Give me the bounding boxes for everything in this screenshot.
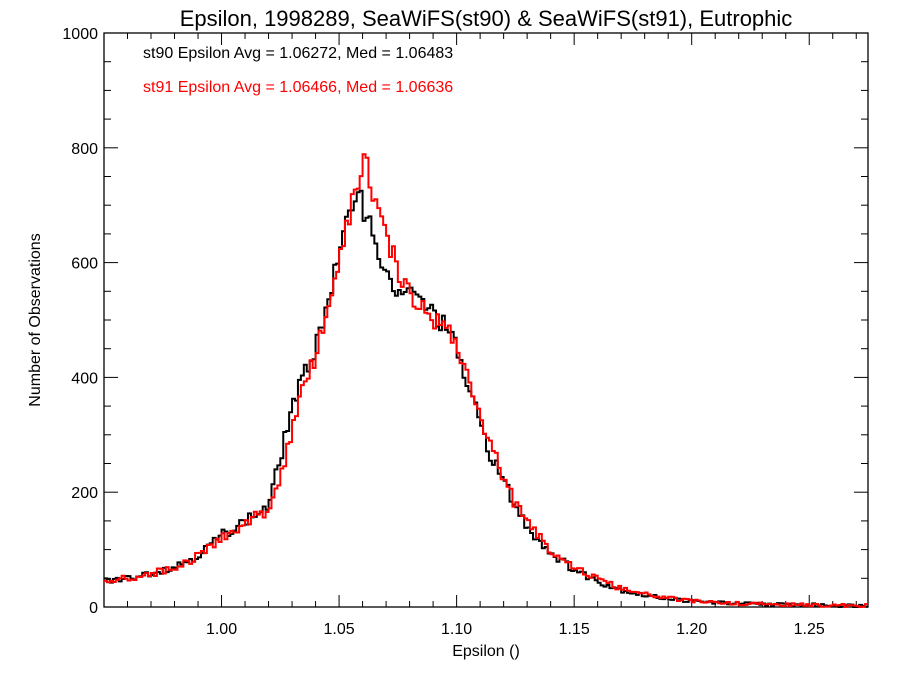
plot-frame (103, 32, 869, 608)
y-tick-label: 600 (71, 256, 98, 273)
x-tick-label: 1.05 (324, 621, 355, 638)
x-tick-labels: 1.00 1.05 1.10 1.15 1.20 1.25 (206, 621, 825, 638)
y-tick-label: 800 (71, 141, 98, 158)
series-st90-line (104, 189, 868, 608)
y-tick-label: 200 (71, 485, 98, 502)
x-tick-label: 1.00 (206, 621, 237, 638)
x-axis-label: Epsilon () (452, 643, 520, 660)
x-tick-label: 1.10 (441, 621, 472, 638)
y-tick-labels: 0 200 400 600 800 1000 (62, 26, 98, 617)
chart-title: Epsilon, 1998289, SeaWiFS(st90) & SeaWiF… (180, 6, 793, 31)
axis-ticks (104, 32, 868, 608)
x-tick-label: 1.25 (794, 621, 825, 638)
series-layer (104, 153, 868, 608)
y-tick-label: 0 (89, 600, 98, 617)
annotation-st90: st90 Epsilon Avg = 1.06272, Med = 1.0648… (143, 45, 453, 62)
y-axis-label: Number of Observations (27, 233, 44, 406)
x-tick-label: 1.20 (676, 621, 707, 638)
x-tick-label: 1.15 (559, 621, 590, 638)
y-tick-label: 1000 (62, 26, 98, 43)
annotation-st91: st91 Epsilon Avg = 1.06466, Med = 1.0663… (143, 79, 453, 96)
y-tick-label: 400 (71, 370, 98, 387)
series-st91-line (104, 153, 868, 608)
